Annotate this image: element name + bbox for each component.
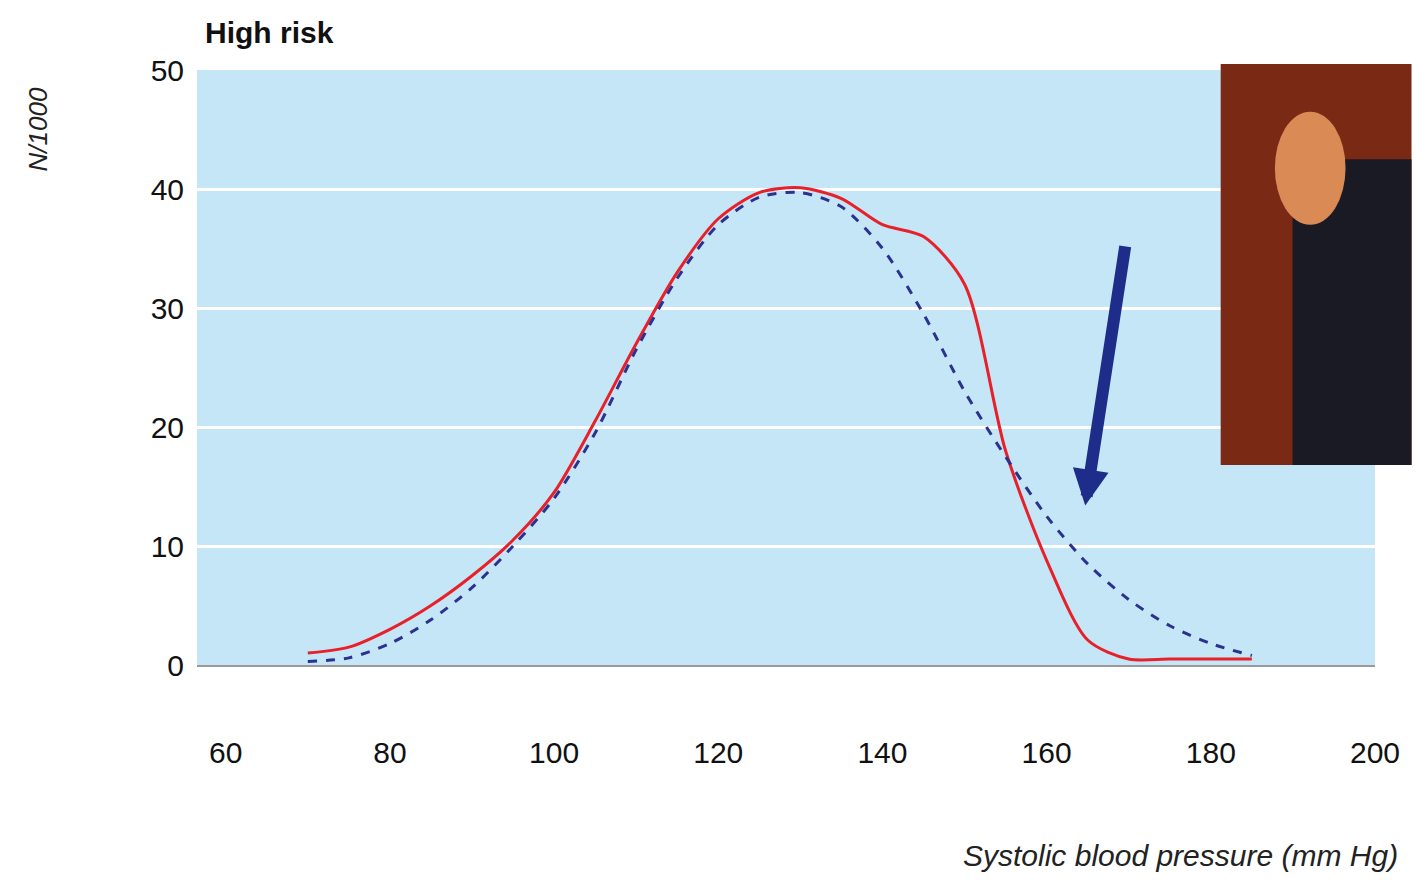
svg-text:N/1000: N/1000 — [23, 87, 53, 171]
svg-text:100: 100 — [529, 736, 579, 769]
svg-text:200: 200 — [1350, 736, 1400, 769]
svg-text:High risk: High risk — [205, 16, 334, 49]
svg-text:40: 40 — [151, 173, 184, 206]
svg-text:80: 80 — [373, 736, 406, 769]
svg-text:30: 30 — [151, 292, 184, 325]
svg-text:20: 20 — [151, 411, 184, 444]
svg-text:60: 60 — [209, 736, 242, 769]
svg-text:Systolic blood pressure (mm Hg: Systolic blood pressure (mm Hg) — [963, 839, 1398, 872]
svg-text:120: 120 — [693, 736, 743, 769]
svg-text:0: 0 — [167, 649, 184, 682]
svg-text:160: 160 — [1022, 736, 1072, 769]
svg-text:10: 10 — [151, 530, 184, 563]
svg-text:50: 50 — [151, 54, 184, 87]
svg-text:180: 180 — [1186, 736, 1236, 769]
svg-text:140: 140 — [857, 736, 907, 769]
